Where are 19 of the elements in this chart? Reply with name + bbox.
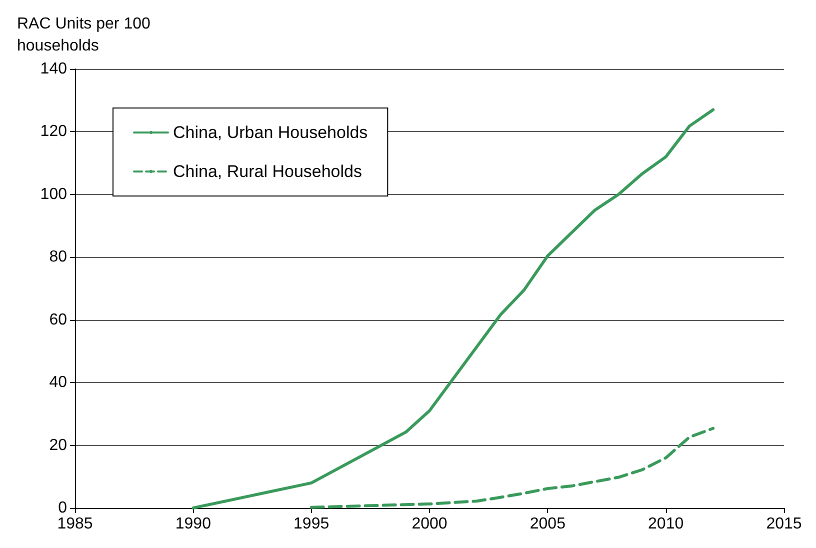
legend-label: China, Rural Households (173, 162, 362, 181)
y-tick-label: 40 (49, 374, 68, 392)
y-tick-label: 120 (40, 123, 68, 140)
y-axis-title: RAC Units per 100 households (17, 16, 155, 54)
x-tick-label: 1995 (294, 516, 330, 532)
y-tick-label: 20 (49, 436, 68, 454)
legend-label: China, Urban Households (173, 123, 368, 142)
x-tick-label: 2005 (530, 516, 566, 532)
y-tick-label: 100 (40, 186, 68, 203)
x-tick-label: 1985 (57, 516, 93, 532)
x-tick-label: 2010 (648, 516, 684, 532)
y-tick-label: 140 (40, 60, 68, 78)
x-tick-label: 2015 (766, 516, 802, 532)
x-tick-label: 2000 (412, 516, 448, 532)
y-tick-label: 60 (49, 311, 68, 328)
y-tick-label: 80 (49, 248, 68, 266)
line-series (310, 426, 715, 509)
x-tick-label: 1990 (175, 516, 212, 532)
y-tick-label: 0 (58, 500, 68, 516)
